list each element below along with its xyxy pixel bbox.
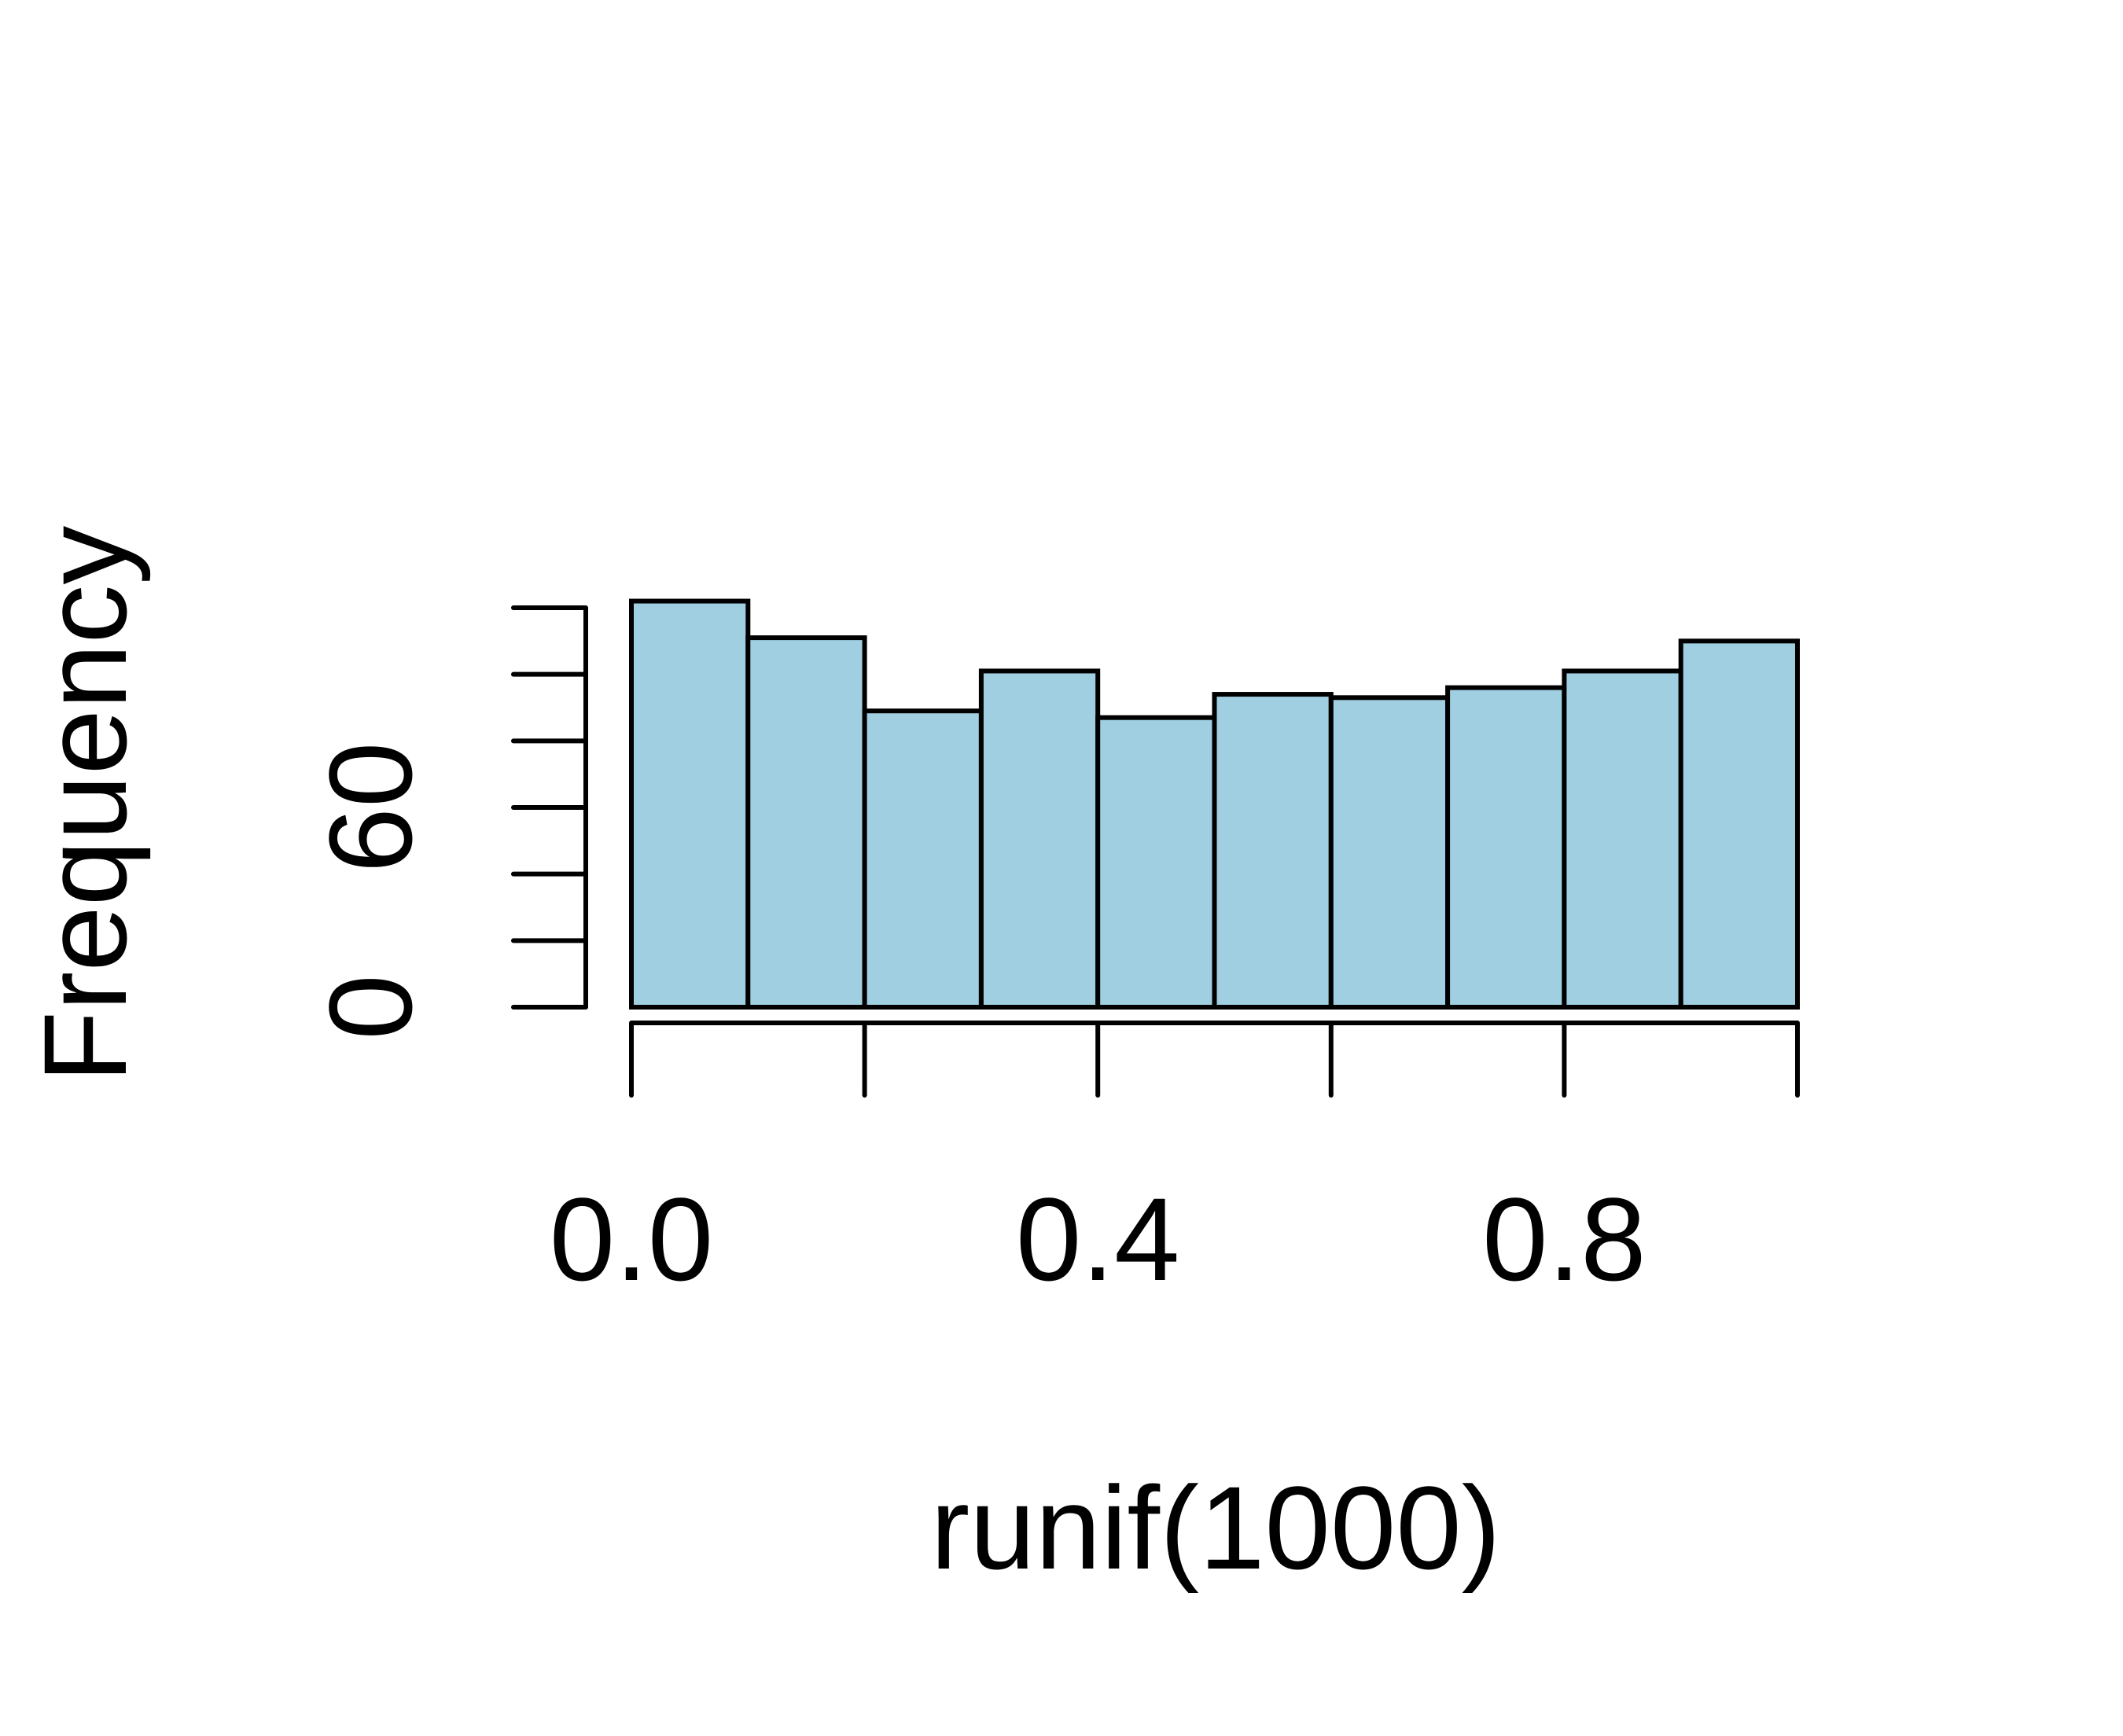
histogram-bar bbox=[1095, 715, 1217, 1010]
histogram-bar bbox=[1562, 668, 1683, 1010]
histogram-bar bbox=[629, 598, 751, 1010]
bars-group bbox=[629, 598, 1800, 1010]
histogram-bar bbox=[862, 708, 984, 1010]
x-axis-title: runif(1000) bbox=[930, 1462, 1500, 1594]
x-tick-label: 0.8 bbox=[1482, 1173, 1647, 1305]
y-tick-label: 0 bbox=[304, 974, 436, 1039]
y-axis-title: Frequency bbox=[19, 526, 151, 1083]
x-tick-label: 0.0 bbox=[550, 1173, 714, 1305]
histogram-bar bbox=[1328, 695, 1451, 1010]
histogram-bar bbox=[1445, 685, 1567, 1010]
y-axis: 0 60 bbox=[304, 605, 588, 1040]
histogram-bar bbox=[745, 635, 867, 1010]
histogram-bar bbox=[1678, 638, 1800, 1010]
x-tick-label: 0.4 bbox=[1016, 1173, 1180, 1305]
histogram-bar bbox=[1212, 692, 1334, 1010]
y-tick-label: 60 bbox=[304, 742, 436, 874]
x-axis: 0.0 0.4 0.8 bbox=[550, 1021, 1800, 1305]
histogram-bar bbox=[978, 668, 1101, 1010]
